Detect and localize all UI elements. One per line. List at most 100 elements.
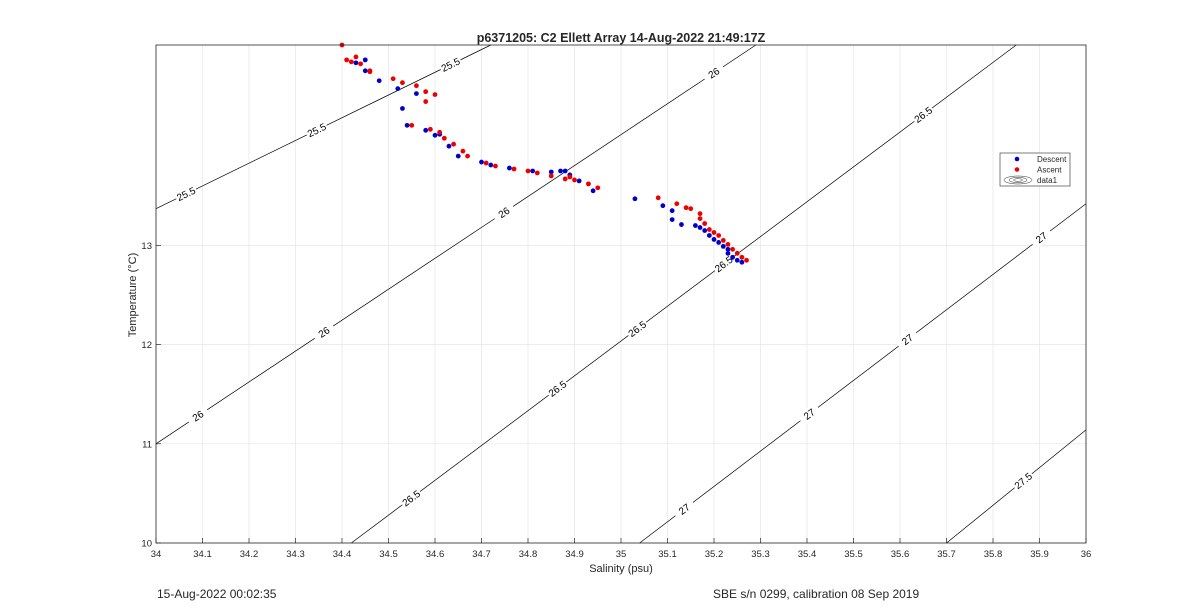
descent-point <box>632 196 638 202</box>
ascent-point <box>358 61 363 67</box>
y-ticks: 10 11 12 13 <box>141 241 161 550</box>
ascent-point <box>451 141 456 147</box>
footer-calibration: SBE s/n 0299, calibration 08 Sep 2019 <box>713 587 920 601</box>
descent-point <box>507 165 512 171</box>
ascent-point <box>548 173 554 179</box>
data-points <box>339 42 749 265</box>
ascent-point <box>441 135 447 141</box>
descent-point <box>423 127 429 133</box>
density-contour-27 <box>639 203 1087 544</box>
ascent-point <box>400 80 405 86</box>
ascent-point <box>702 221 708 226</box>
ascent-point <box>465 153 470 159</box>
descent-point <box>404 122 410 128</box>
descent-point <box>660 203 666 209</box>
x-tick-label: 35 <box>616 549 627 560</box>
descent-point <box>725 250 731 256</box>
descent-point <box>590 188 596 194</box>
ascent-point <box>697 211 703 217</box>
contour-label-bg <box>671 497 697 521</box>
legend: Descent Ascent data1 <box>999 152 1071 187</box>
descent-point <box>730 254 735 260</box>
ascent-point <box>427 126 433 132</box>
descent-point <box>576 178 582 184</box>
contour-label-bg <box>438 54 464 75</box>
ascent-point <box>437 129 443 135</box>
ascent-point <box>511 166 517 172</box>
x-tick-label: 35.3 <box>751 549 770 560</box>
legend-ascent-label: Ascent <box>1037 166 1062 175</box>
descent-point <box>376 78 382 84</box>
legend-box <box>999 152 1071 187</box>
legend-descent-label: Descent <box>1037 155 1067 164</box>
legend-contour-icon <box>1003 175 1033 185</box>
x-tick-label: 34.1 <box>193 549 212 560</box>
descent-point <box>693 223 698 228</box>
contour-label-bg <box>701 61 727 85</box>
legend-ascent-marker <box>1014 167 1020 172</box>
grid <box>155 45 1087 544</box>
descent-point <box>530 168 536 174</box>
y-tick-label: 11 <box>142 439 152 450</box>
descent-point <box>455 153 461 159</box>
contour-label-bg <box>185 404 211 427</box>
x-tick-label: 35.5 <box>844 549 863 560</box>
x-tick-label: 35.4 <box>798 549 817 560</box>
x-tick-label: 34.7 <box>472 549 491 560</box>
y-tick-label: 13 <box>141 241 152 252</box>
ascent-point <box>586 181 591 187</box>
ascent-point <box>483 160 489 166</box>
descent-point <box>400 106 405 111</box>
x-tick-label: 34.4 <box>333 549 352 560</box>
ascent-point <box>353 54 359 60</box>
x-axis-label: Salinity (psu) <box>589 563 653 575</box>
x-tick-label: 35.1 <box>658 549 677 560</box>
ascent-point <box>720 238 726 243</box>
contour-label-bg <box>398 486 424 510</box>
ascent-point <box>725 241 731 247</box>
ascent-point <box>390 76 396 82</box>
descent-point <box>562 168 568 174</box>
descent-point <box>395 86 401 92</box>
y-tick-label: 12 <box>141 340 152 351</box>
ascent-point <box>674 201 680 207</box>
chart-title: p6371205: C2 Ellett Array 14-Aug-2022 21… <box>477 31 766 45</box>
descent-point <box>734 257 740 263</box>
density-contour-labels: 25.525.525.52626262626.526.526.526.526.5… <box>173 54 1054 521</box>
ascent-point <box>562 176 568 182</box>
legend-descent-marker <box>1014 156 1020 162</box>
ascent-point <box>716 233 722 238</box>
descent-point <box>697 225 703 230</box>
ascent-point <box>572 177 577 183</box>
ascent-point <box>493 163 498 169</box>
ascent-point <box>423 99 429 104</box>
ascent-point <box>595 185 601 191</box>
ascent-point <box>730 246 735 252</box>
descent-point <box>725 246 731 252</box>
descent-point <box>479 159 484 165</box>
x-tick-label: 34 <box>151 549 162 560</box>
descent-point <box>669 208 675 214</box>
descent-point <box>711 237 717 242</box>
descent-point <box>488 162 494 168</box>
ascent-point <box>739 254 745 260</box>
contour-label-bg <box>796 402 822 426</box>
x-tick-label: 34.8 <box>519 549 538 560</box>
contour-label-bg <box>173 183 199 205</box>
contour-label-bg <box>910 103 936 127</box>
x-tick-label: 34.3 <box>286 549 305 560</box>
contour-label-bg <box>895 328 920 351</box>
x-tick-label: 35.9 <box>1030 549 1049 560</box>
x-tick-label: 36 <box>1081 549 1092 560</box>
contour-label-bg <box>624 317 650 341</box>
ascent-point <box>711 230 717 235</box>
ascent-point <box>744 257 749 263</box>
descent-point <box>558 168 563 174</box>
ascent-point <box>423 89 429 95</box>
density-contour-26.5 <box>351 44 1017 544</box>
ascent-point <box>348 59 354 65</box>
descent-point <box>706 233 712 238</box>
y-axis-label: Temperature (°C) <box>127 253 139 337</box>
ascent-point <box>534 170 540 176</box>
